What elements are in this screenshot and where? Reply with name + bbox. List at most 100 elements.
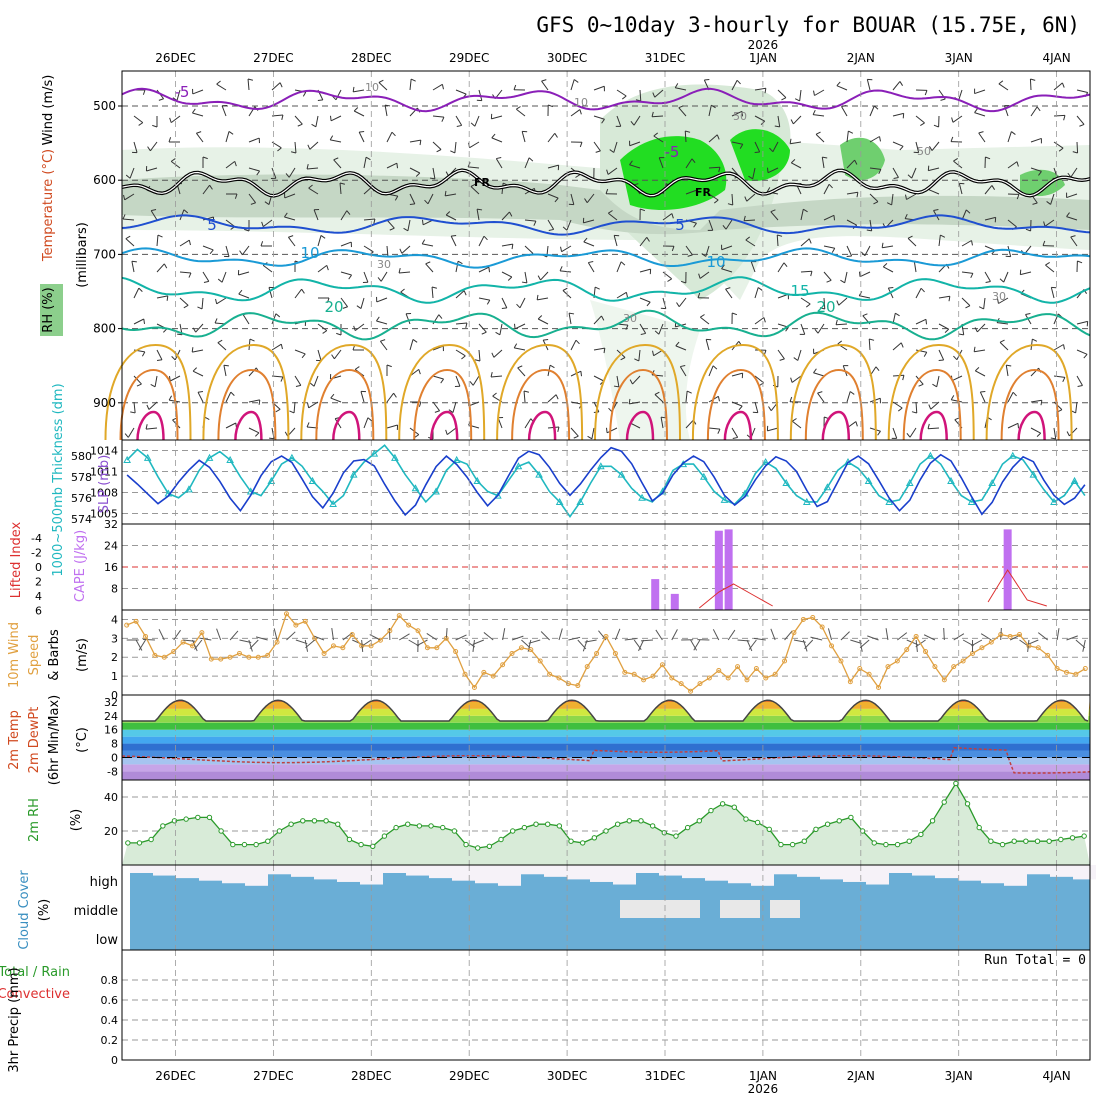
wind-barb <box>1007 219 1017 228</box>
wind-barb <box>800 209 804 221</box>
wind-barb-flag <box>238 289 243 295</box>
wind-barb <box>844 271 848 283</box>
wind-barb <box>386 131 393 143</box>
rh-point <box>673 833 679 839</box>
high-cloud-gap <box>728 865 751 884</box>
wind-barb-flag <box>856 192 859 198</box>
wind-barb-flag <box>985 281 991 283</box>
wind-barb-flag <box>1042 240 1046 246</box>
rh-point <box>451 828 458 834</box>
high-cloud-gap <box>958 865 981 881</box>
high-cloud-gap <box>360 865 383 885</box>
wind-barb <box>606 427 618 434</box>
wind-barb <box>754 87 766 91</box>
thickness-point <box>432 487 440 495</box>
wind-barb-flag <box>122 214 126 220</box>
precip-tick-label: 0.2 <box>101 1034 119 1047</box>
wind-barb <box>708 105 712 117</box>
wind-barb-flag <box>461 355 466 360</box>
wind-barb-flag <box>878 169 882 175</box>
wind-barb <box>928 189 940 195</box>
wind-barb <box>202 271 210 282</box>
wind-speed-point <box>1045 652 1051 658</box>
wind-barb-flag <box>486 299 491 305</box>
wind-barb <box>892 167 899 178</box>
wind-barb-flag <box>805 303 811 308</box>
panel-frames <box>121 70 1091 1061</box>
wind-barb <box>859 271 871 278</box>
wind-barb-flag <box>579 109 582 115</box>
wind-barb <box>731 110 743 117</box>
rh-point <box>778 841 784 848</box>
panel-frame <box>121 949 1091 1061</box>
wind-barb <box>983 297 986 309</box>
wind-barb <box>791 162 802 169</box>
wind-barb <box>262 264 273 273</box>
wind-speed-point <box>293 622 299 628</box>
isotherm-25 <box>985 343 1073 441</box>
label-2m-rh: 2m RH <box>27 798 42 842</box>
isotherm-label: 10 <box>300 244 319 262</box>
pressure-tick-label: 600 <box>93 173 116 187</box>
wind-barb <box>315 115 319 127</box>
high-cloud-gap <box>912 865 935 876</box>
wind-barb-10m <box>624 638 637 641</box>
wind-barb <box>360 391 365 403</box>
wind-barb-flag <box>789 396 793 402</box>
wind-barb <box>685 245 693 256</box>
rh-area <box>122 783 1090 865</box>
upper-air-panel: -5 -5 5 5 10 10 15 20 20 10 10 30 30 50 50 30 FR FR 500 600… <box>40 71 1091 441</box>
precip-panel: 0.8 0.6 0.4 0.2 0 Run Total = 0 Total / Rain Co… <box>0 953 1090 1067</box>
wind-barb-flag <box>606 169 609 175</box>
date-label-top: 4JAN <box>1043 51 1071 65</box>
wind-barb-flag <box>940 234 946 238</box>
wind-barb <box>386 245 389 258</box>
wind-barb-flag <box>629 160 633 166</box>
isotherm-35 <box>136 410 165 441</box>
wind-barb <box>930 401 940 410</box>
wind-speed-point <box>584 664 590 670</box>
wind-barb <box>1007 131 1012 143</box>
wind-barb <box>593 315 602 325</box>
wind-barb-flag <box>625 292 628 298</box>
rh-point <box>719 801 726 807</box>
wind-barb-flag <box>580 371 583 377</box>
wind-barb-flag <box>481 331 487 335</box>
wind-barb <box>906 193 917 200</box>
wind-barb <box>176 89 181 101</box>
wind-barb <box>570 401 582 405</box>
wind-barb-flag <box>150 383 156 388</box>
slp-tick-label: 1014 <box>90 445 118 458</box>
wind-barb-10m <box>1056 628 1060 641</box>
wind-barb-flag <box>940 98 946 101</box>
wind-barb <box>639 297 651 303</box>
wind-barb <box>1076 375 1083 386</box>
wind-barb-flag <box>329 135 334 141</box>
high-cloud-gap <box>383 865 406 873</box>
wind-barb-flag <box>306 422 310 428</box>
thickness-point <box>185 485 193 493</box>
rh-point <box>999 841 1006 848</box>
wind-barb <box>333 159 342 169</box>
wind-barb <box>1003 105 1009 117</box>
wind-barb-flag <box>554 197 559 203</box>
wind-barb <box>340 210 348 221</box>
wind-barb-flag <box>866 229 872 232</box>
wind-barb <box>1053 344 1064 351</box>
wind-speed-point <box>885 664 891 670</box>
slp-tick-label: 1011 <box>90 466 118 479</box>
wind-barb-flag <box>893 177 899 179</box>
wind-barb <box>452 401 457 413</box>
wind-barb <box>708 365 714 377</box>
date-label-bottom: 31DEC <box>645 1069 685 1083</box>
wind-barb-10m <box>859 639 870 649</box>
wind-barb-flag <box>888 286 894 289</box>
wind-barb-flag <box>754 151 760 154</box>
wind-barb <box>951 375 963 382</box>
wind-barb <box>287 236 296 247</box>
wind-barb <box>455 115 463 126</box>
wind-speed-point <box>321 650 327 656</box>
wind-barb-flag <box>813 368 817 374</box>
wind-barb-10m <box>248 639 253 652</box>
wind-barb-flag <box>886 202 892 206</box>
